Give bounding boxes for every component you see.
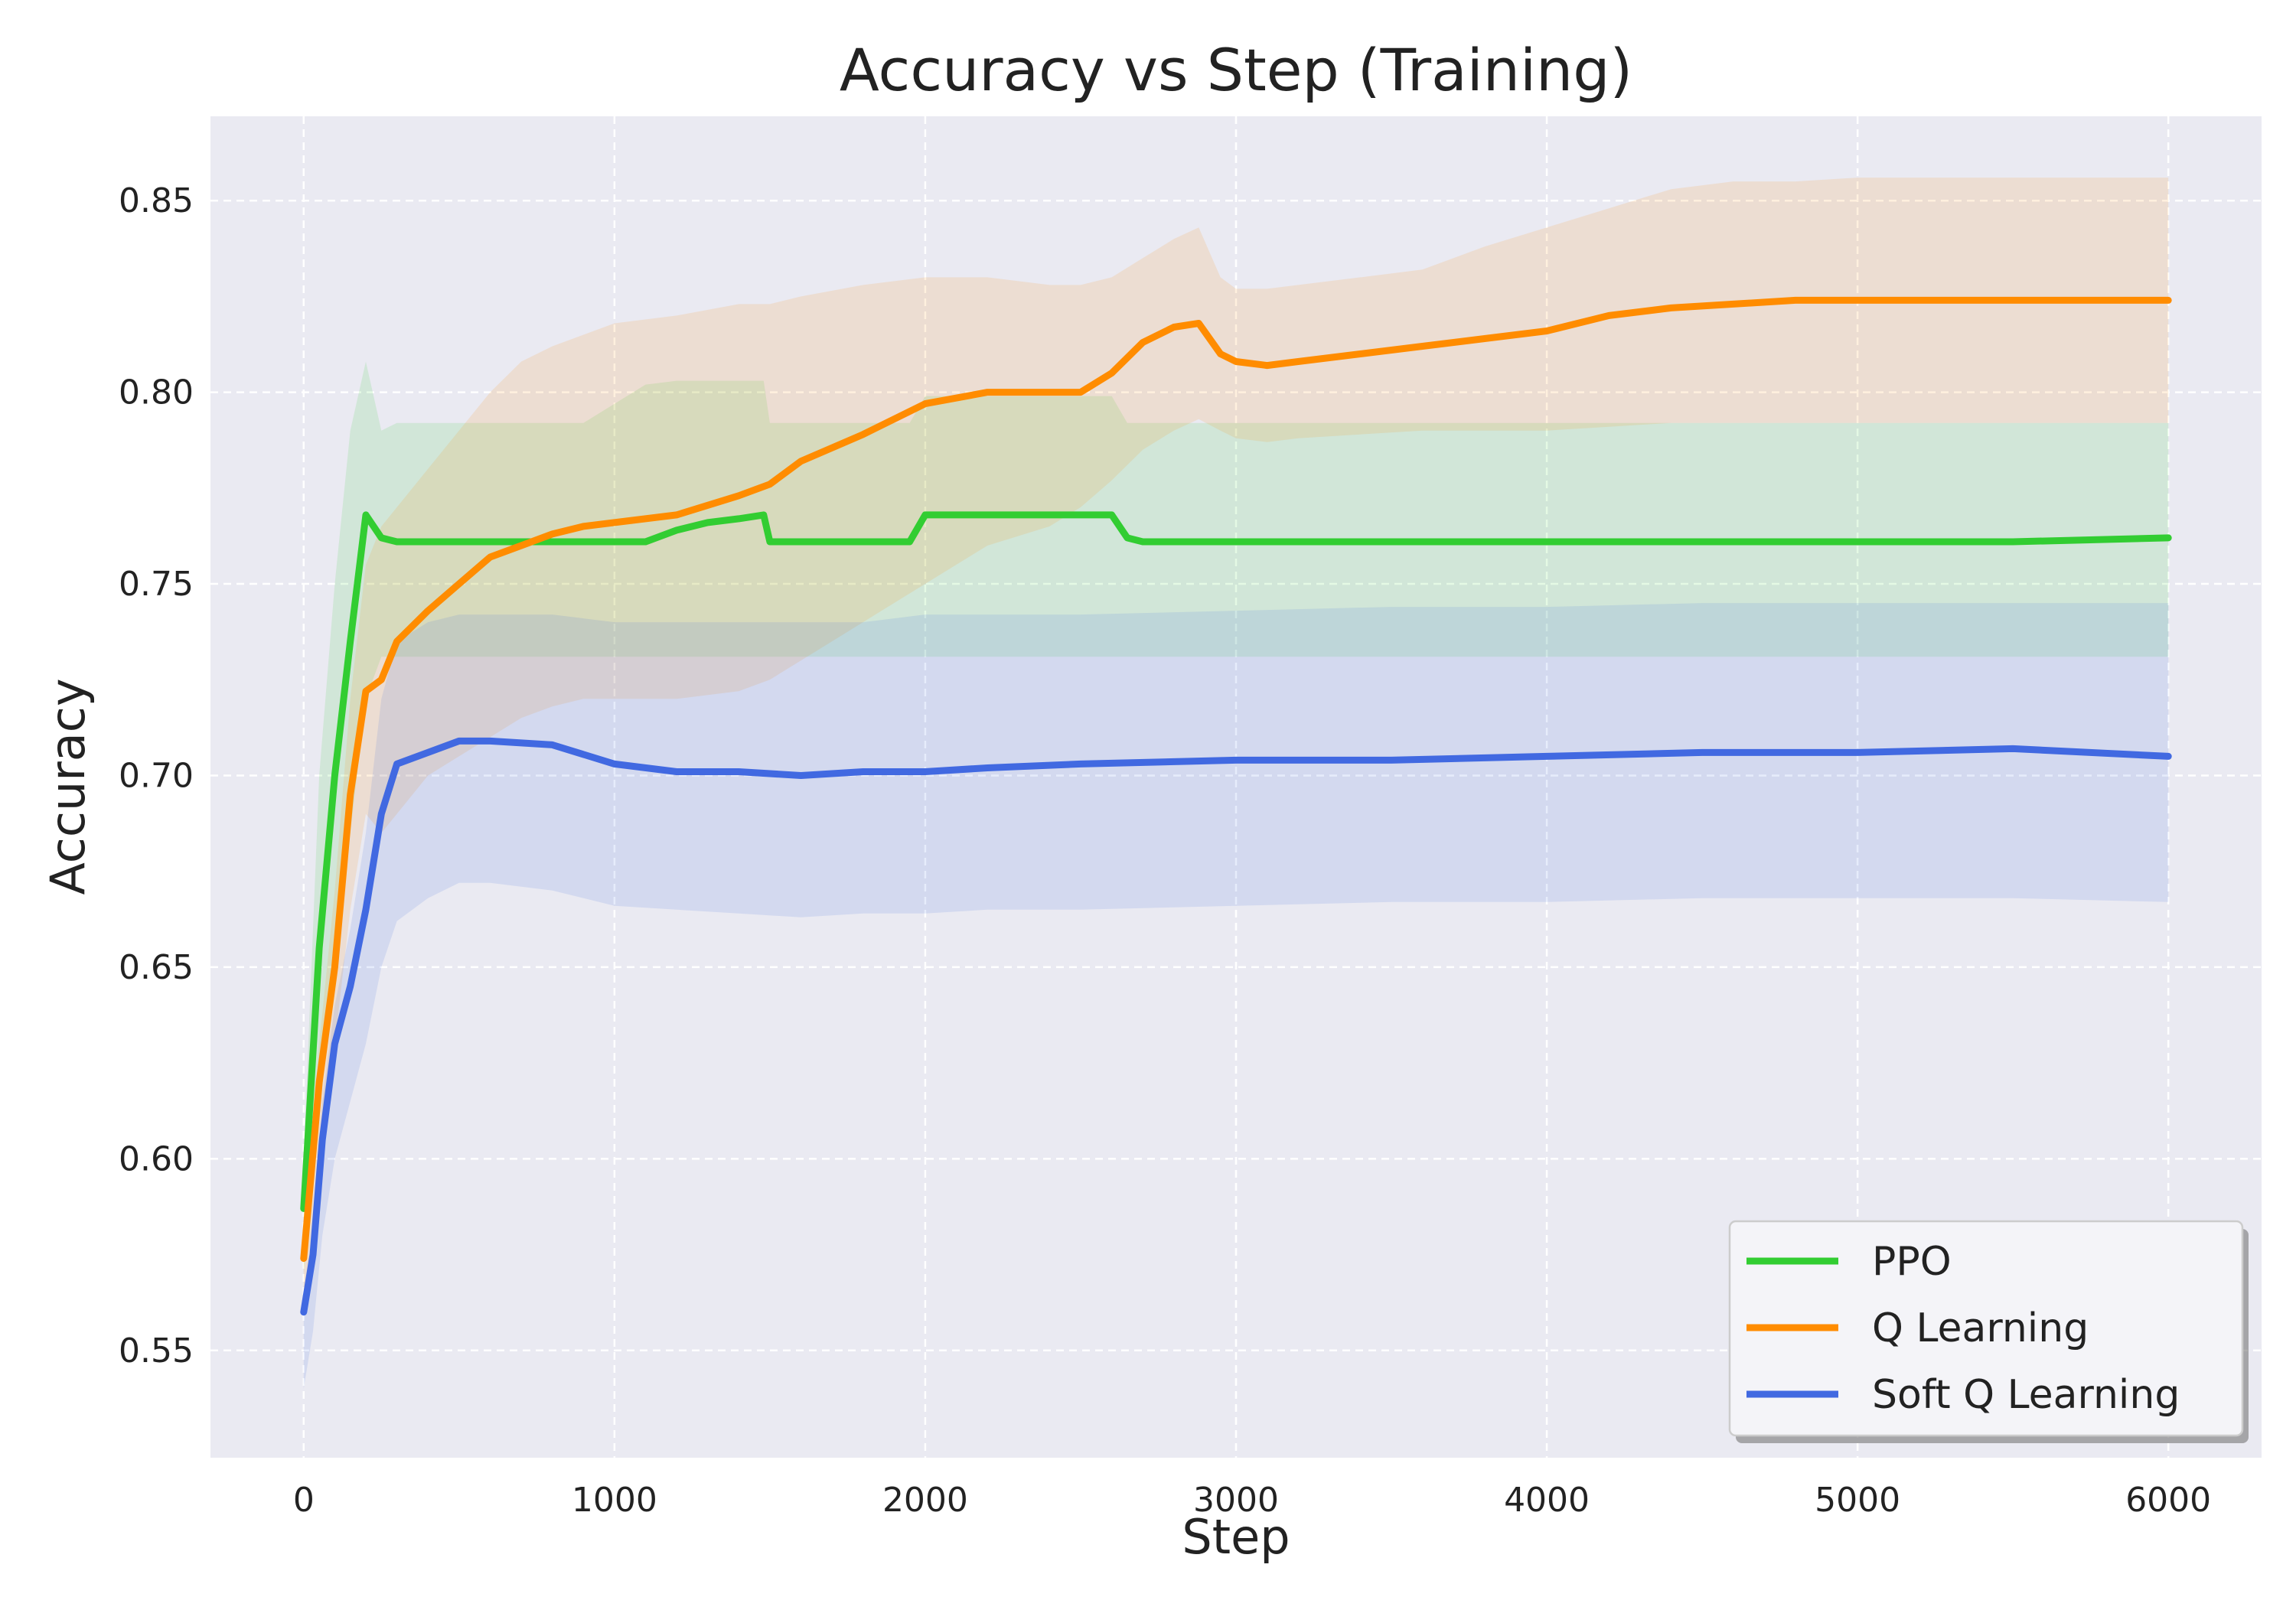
y-tick-label: 0.65	[119, 948, 194, 987]
legend-label: Soft Q Learning	[1872, 1372, 2180, 1418]
x-tick-label: 1000	[572, 1481, 657, 1520]
y-tick-label: 0.70	[119, 756, 194, 795]
confidence-band-2	[303, 603, 2169, 1389]
x-tick-label: 6000	[2125, 1481, 2211, 1520]
y-tick-label: 0.85	[119, 181, 194, 220]
x-tick-label: 4000	[1504, 1481, 1590, 1520]
series-line-0	[300, 511, 2172, 1212]
x-tick-label: 0	[293, 1481, 315, 1520]
y-tick-label: 0.60	[119, 1139, 194, 1178]
series-line-2	[300, 737, 2172, 1316]
legend-label: Q Learning	[1872, 1305, 2089, 1351]
y-tick-label: 0.80	[119, 373, 194, 412]
x-tick-label: 2000	[882, 1481, 968, 1520]
x-axis-ticks: 0 1000 2000 3000 4000 5000 6000	[293, 1481, 2211, 1520]
chart-title: Accuracy vs Step (Training)	[840, 36, 1632, 104]
x-axis-label: Step	[1182, 1509, 1290, 1565]
y-tick-label: 0.75	[119, 565, 194, 604]
y-axis-ticks: 0.55 0.60 0.65 0.70 0.75 0.80 0.85	[119, 181, 194, 1370]
legend-box	[1728, 1220, 2244, 1437]
x-tick-label: 3000	[1193, 1481, 1279, 1520]
y-axis-label: Accuracy	[40, 678, 96, 895]
x-tick-label: 5000	[1815, 1481, 1900, 1520]
series-lines	[300, 296, 2172, 1316]
legend-label: PPO	[1872, 1239, 1952, 1285]
y-tick-label: 0.55	[119, 1331, 194, 1370]
legend: PPO Q Learning Soft Q Learning	[1728, 1220, 2249, 1443]
confidence-bands	[303, 178, 2169, 1389]
confidence-band-0	[303, 361, 2169, 1274]
confidence-band-1	[303, 178, 2169, 1312]
series-line-1	[300, 296, 2172, 1263]
